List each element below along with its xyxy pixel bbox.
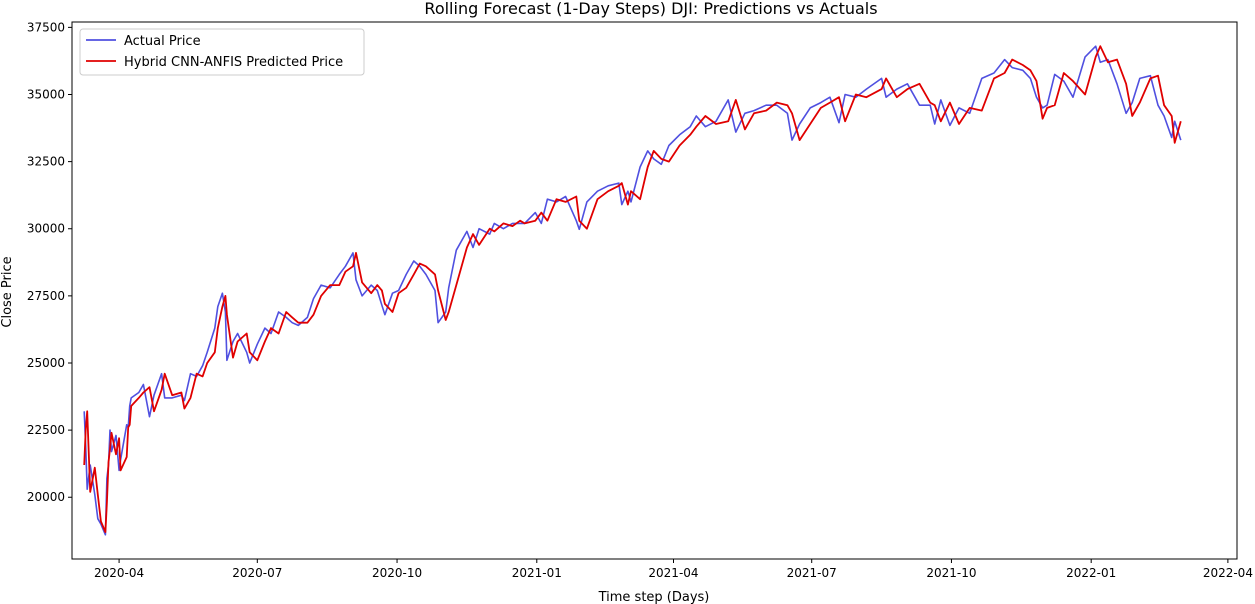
x-axis: 2020-04 2020-07 2020-10 2021-01 2021-04 2021-… — [94, 559, 1253, 580]
y-tick-label: 22500 — [27, 423, 65, 437]
plot-area — [71, 21, 1238, 560]
y-tick-label: 32500 — [27, 155, 65, 169]
y-axis-label: Close Price — [0, 256, 15, 327]
x-tick-label: 2021-04 — [648, 566, 698, 580]
x-tick-label: 2022-04 — [1203, 566, 1253, 580]
legend: Actual Price Hybrid CNN-ANFIS Predicted … — [79, 28, 365, 76]
x-tick-label: 2020-10 — [372, 566, 422, 580]
y-tick-label: 25000 — [27, 356, 65, 370]
y-tick-label: 30000 — [27, 222, 65, 236]
x-tick-label: 2020-04 — [94, 566, 144, 580]
actual-price-line — [83, 45, 1182, 536]
x-tick-label: 2022-01 — [1066, 566, 1116, 580]
legend-box — [79, 28, 365, 76]
legend-label-actual: Actual Price — [124, 34, 201, 49]
legend-label-predicted: Hybrid CNN-ANFIS Predicted Price — [124, 55, 343, 70]
x-tick-label: 2021-07 — [787, 566, 837, 580]
predicted-price-line — [83, 45, 1182, 533]
y-tick-label: 35000 — [27, 87, 65, 101]
y-tick-label: 37500 — [27, 20, 65, 34]
x-tick-label: 2020-07 — [232, 566, 282, 580]
y-tick-label: 20000 — [27, 490, 65, 504]
x-tick-label: 2021-10 — [926, 566, 976, 580]
x-tick-label: 2021-01 — [512, 566, 562, 580]
y-axis: 20000 22500 25000 27500 30000 32500 35000 37500 — [27, 20, 72, 504]
chart-title: Rolling Forecast (1-Day Steps) DJI: Pred… — [424, 0, 877, 18]
x-axis-label: Time step (Days) — [598, 590, 710, 604]
series-layer — [83, 45, 1182, 536]
y-tick-label: 27500 — [27, 289, 65, 303]
